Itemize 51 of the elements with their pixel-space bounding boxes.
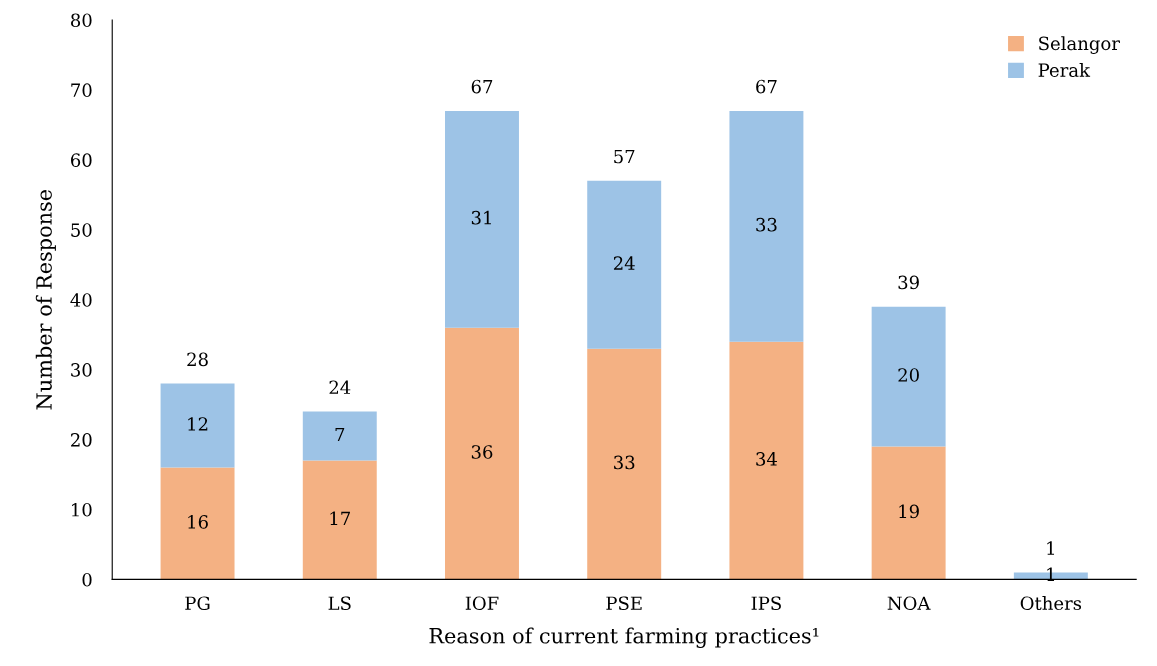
data-label: 12 — [188, 417, 208, 431]
y-tick-label: 20 — [71, 433, 92, 447]
y-axis-title: Number of Response — [35, 189, 56, 410]
data-label: 17 — [330, 511, 350, 525]
x-tick-label: IPS — [751, 596, 781, 611]
bar — [160, 467, 235, 580]
total-label: 1 — [1047, 541, 1055, 555]
data-label: 33 — [614, 455, 635, 470]
data-label: 20 — [898, 368, 919, 382]
x-tick-label: Others — [1020, 596, 1082, 611]
data-label: 31 — [471, 210, 491, 225]
total-label: 24 — [329, 380, 351, 394]
x-tick-label: PG — [185, 596, 210, 611]
y-tick-label: 30 — [71, 363, 92, 377]
data-label: 24 — [613, 256, 635, 270]
bar — [445, 327, 519, 580]
bar — [302, 411, 377, 461]
y-tick-label: 60 — [71, 153, 92, 167]
data-label: 36 — [471, 445, 493, 459]
x-tick-label: NOA — [887, 596, 931, 611]
y-tick-label: 80 — [71, 13, 92, 28]
total-label: 67 — [756, 79, 777, 94]
bar — [729, 110, 804, 342]
y-tick-label: 50 — [71, 223, 92, 237]
total-label: 67 — [471, 79, 493, 94]
y-tick-label: 40 — [70, 293, 92, 307]
x-tick-label: PSE — [606, 596, 642, 611]
legend-label: Selangor — [1039, 36, 1120, 54]
y-tick-label: 10 — [72, 502, 92, 517]
x-tick-label: LS — [328, 596, 351, 611]
bar — [160, 383, 235, 468]
data-label: 7 — [335, 427, 345, 442]
bar — [587, 348, 662, 580]
data-label: 33 — [756, 217, 777, 232]
bar — [445, 110, 519, 328]
total-label: 28 — [187, 352, 208, 367]
legend-label: Perak — [1038, 62, 1091, 77]
data-label: 34 — [756, 452, 777, 466]
y-tick-label: 70 — [71, 83, 92, 98]
bar — [729, 341, 804, 580]
bar — [587, 180, 662, 349]
data-label: 16 — [188, 515, 208, 529]
total-label: 57 — [614, 149, 635, 164]
bar — [871, 306, 946, 447]
total-label: 39 — [898, 275, 919, 290]
data-label: 19 — [899, 504, 919, 519]
bar — [302, 460, 377, 580]
x-tick-label: IOF — [465, 596, 499, 611]
y-tick-label: 0 — [82, 572, 92, 587]
bar — [871, 446, 946, 580]
x-axis-title: Reason of current farming practices¹ — [429, 627, 819, 648]
